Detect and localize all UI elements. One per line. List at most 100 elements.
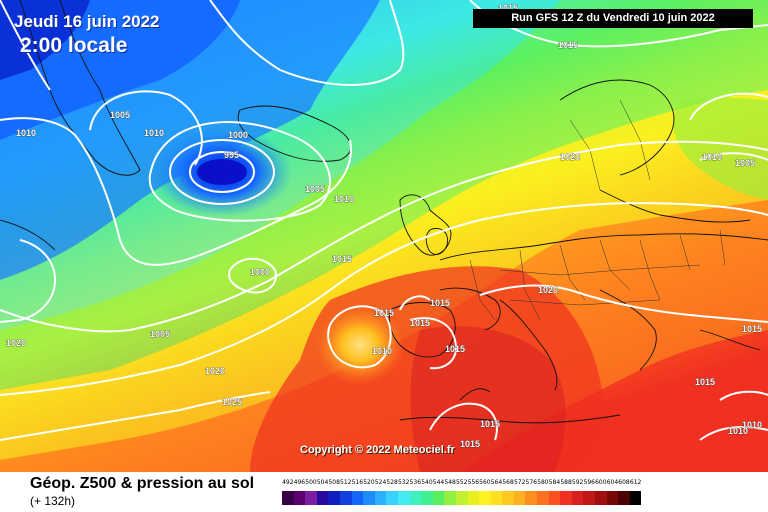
legend-subtitle: (+ 132h) xyxy=(30,494,76,508)
isobar-label: 1015 xyxy=(332,254,352,264)
scale-value-label: 492 xyxy=(282,479,294,486)
isobar-label: 1000 xyxy=(250,267,270,277)
scale-swatch xyxy=(374,491,387,505)
scale-swatch xyxy=(479,491,491,505)
scale-value-label: 524 xyxy=(374,479,387,486)
scale-swatch xyxy=(409,491,422,505)
scale-value-label: 600 xyxy=(595,479,607,486)
isobar-label: 1015 xyxy=(480,419,500,429)
isobar-label: 1020 xyxy=(560,152,580,162)
isobar-label: 1010 xyxy=(334,194,354,204)
scale-swatch xyxy=(467,491,480,505)
scale-swatch xyxy=(328,491,340,505)
scale-value-label: 612 xyxy=(629,479,642,486)
scale-value-label: 568 xyxy=(502,479,514,486)
legend-title: Géop. Z500 & pression au sol xyxy=(30,475,255,492)
scale-swatch xyxy=(363,491,375,505)
isobar-label: 1015 xyxy=(445,344,465,354)
isobar-label: 1015 xyxy=(558,40,578,50)
color-scale-swatches xyxy=(282,491,642,505)
isobar-label: 1020 xyxy=(205,366,225,376)
color-scale: 492 496 500 504 508 512 516 520 524 528 532 536 540 5… xyxy=(282,479,642,509)
scale-value-label: 500 xyxy=(305,479,317,486)
scale-value-label: 576 xyxy=(525,479,537,486)
scale-swatch xyxy=(571,491,584,505)
scale-value-label: 552 xyxy=(455,479,468,486)
isobar-label: 1015 xyxy=(695,377,715,387)
scale-swatch xyxy=(490,491,503,505)
scale-swatch xyxy=(421,491,433,505)
isobar-label: 1010 xyxy=(16,128,36,138)
scale-swatch xyxy=(618,491,630,505)
scale-value-label: 596 xyxy=(583,479,595,486)
isobar-label: 1005 xyxy=(110,110,130,120)
scale-value-label: 528 xyxy=(386,479,398,486)
isobar-label: 1015 xyxy=(742,324,762,334)
color-scale-labels: 492 496 500 504 508 512 516 520 524 528 532 536 540 5… xyxy=(282,479,641,491)
scale-value-label: 512 xyxy=(340,479,352,486)
scale-value-label: 516 xyxy=(351,479,364,486)
isobar-label: 1015 xyxy=(410,318,430,328)
scale-value-label: 572 xyxy=(513,479,526,486)
forecast-time: 2:00 locale xyxy=(20,34,128,57)
scale-swatch xyxy=(339,491,352,505)
scale-swatch xyxy=(560,491,572,505)
scale-value-label: 540 xyxy=(421,479,433,486)
isobar-label: 1020 xyxy=(6,338,26,348)
scale-swatch xyxy=(386,491,398,505)
scale-swatch xyxy=(537,491,549,505)
scale-swatch xyxy=(629,491,642,505)
isobar-label: 1000 xyxy=(228,130,248,140)
warm-core xyxy=(315,305,405,385)
coastlines xyxy=(0,0,768,424)
scale-swatch xyxy=(351,491,364,505)
scale-value-label: 532 xyxy=(398,479,410,486)
isobar-label: 1010 xyxy=(742,420,762,430)
model-run-label: Run GFS 12 Z du Vendredi 10 juin 2022 xyxy=(473,9,753,28)
z500-band-yellow xyxy=(0,90,768,460)
scale-swatch xyxy=(583,491,596,505)
scale-swatch xyxy=(316,491,329,505)
scale-value-label: 592 xyxy=(571,479,584,486)
isobar-label: 1020 xyxy=(538,285,558,295)
scale-value-label: 548 xyxy=(444,479,456,486)
isobar-label: 1010 xyxy=(144,128,164,138)
isobars xyxy=(0,0,768,440)
scale-value-label: 556 xyxy=(467,479,480,486)
scale-value-label: 508 xyxy=(328,479,340,486)
scale-swatch xyxy=(397,491,410,505)
scale-value-label: 536 xyxy=(409,479,422,486)
isobar-label: 1015 xyxy=(430,298,450,308)
scale-swatch xyxy=(525,491,538,505)
scale-swatch xyxy=(432,491,445,505)
isobar-label: 1010 xyxy=(728,426,748,436)
z500-band-green xyxy=(0,0,768,390)
scale-value-label: 564 xyxy=(490,479,503,486)
isobar-label: 1005 xyxy=(150,329,170,339)
scale-swatch xyxy=(444,491,456,505)
isobar-label: 1010 xyxy=(372,346,392,356)
legend-footer: Géop. Z500 & pression au sol (+ 132h) 49… xyxy=(0,472,768,512)
scale-swatch xyxy=(606,491,619,505)
low-center xyxy=(197,159,247,185)
scale-swatch xyxy=(513,491,526,505)
scale-value-label: 544 xyxy=(432,479,445,486)
isobar-label: 995 xyxy=(224,150,239,160)
scale-swatch xyxy=(548,491,561,505)
scale-value-label: 496 xyxy=(293,479,306,486)
scale-swatch xyxy=(455,491,468,505)
z500-band-orange xyxy=(0,200,768,472)
scale-swatch xyxy=(502,491,514,505)
scale-value-label: 580 xyxy=(537,479,549,486)
scale-swatch xyxy=(595,491,607,505)
scale-value-label: 504 xyxy=(316,479,329,486)
scale-value-label: 608 xyxy=(618,479,630,486)
z500-band-ne-green xyxy=(673,97,768,200)
copyright-notice: Copyright © 2022 Meteociel.fr xyxy=(300,444,455,456)
scale-value-label: 520 xyxy=(363,479,375,486)
scale-swatch xyxy=(293,491,306,505)
isobar-label: 1010 xyxy=(702,152,722,162)
scale-swatch xyxy=(282,491,294,505)
scale-value-label: 560 xyxy=(479,479,491,486)
